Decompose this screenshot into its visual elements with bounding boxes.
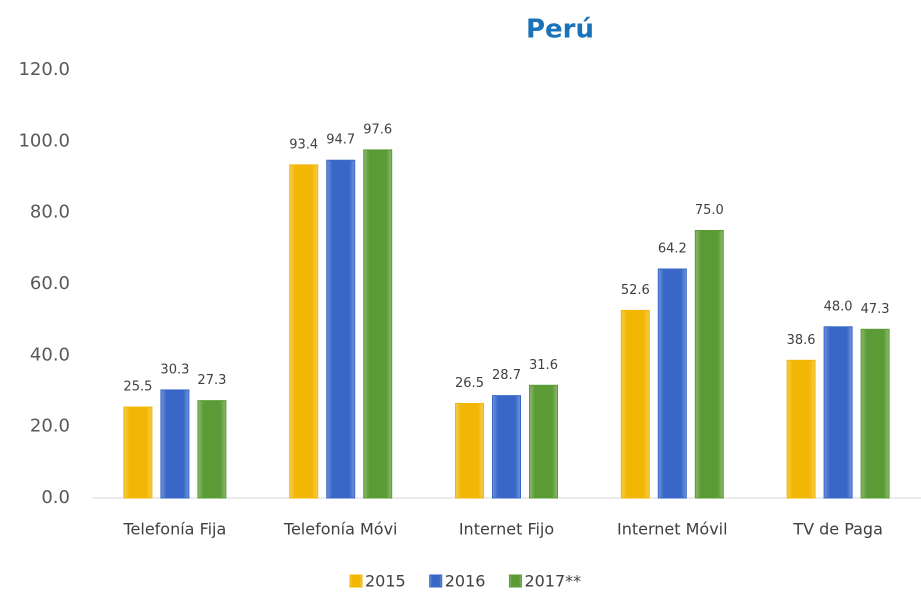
value-label: 26.5 xyxy=(455,376,484,391)
value-label: 27.3 xyxy=(197,373,226,388)
legend-swatch xyxy=(429,574,443,588)
value-label: 94.7 xyxy=(326,133,355,148)
value-label: 38.6 xyxy=(787,333,816,348)
value-label: 25.5 xyxy=(123,380,152,395)
bar xyxy=(823,326,853,499)
value-label: 64.2 xyxy=(658,242,687,257)
y-tick-label: 0.0 xyxy=(41,487,70,508)
x-tick-label: Telefonía Móvi xyxy=(283,520,398,539)
value-label: 30.3 xyxy=(160,362,189,377)
value-label: 52.6 xyxy=(621,283,650,298)
x-tick-label: Telefonía Fija xyxy=(122,520,226,539)
bar xyxy=(860,328,890,499)
bar xyxy=(123,406,153,499)
legend-swatch xyxy=(508,574,522,588)
bar xyxy=(786,359,816,499)
x-tick-label: TV de Paga xyxy=(792,520,883,539)
bar xyxy=(694,230,724,499)
legend-label: 2017** xyxy=(524,572,581,591)
y-tick-label: 20.0 xyxy=(30,416,70,437)
bar xyxy=(160,389,190,499)
y-tick-label: 40.0 xyxy=(30,344,70,365)
bar xyxy=(620,309,650,499)
y-tick-label: 100.0 xyxy=(18,130,70,151)
y-tick-label: 120.0 xyxy=(18,59,70,80)
bar xyxy=(197,400,227,499)
value-label: 75.0 xyxy=(695,203,724,218)
legend-label: 2015 xyxy=(365,572,406,591)
value-label: 97.6 xyxy=(363,122,392,137)
chart-title: Perú xyxy=(526,15,594,45)
x-tick-label: Internet Móvil xyxy=(617,520,728,539)
bar xyxy=(326,159,356,499)
value-label: 31.6 xyxy=(529,358,558,373)
value-label: 93.4 xyxy=(289,137,318,152)
y-tick-label: 80.0 xyxy=(30,202,70,223)
bar xyxy=(363,149,393,499)
legend-label: 2016 xyxy=(445,572,486,591)
bar xyxy=(492,395,521,499)
bar xyxy=(529,384,558,499)
value-label: 28.7 xyxy=(492,368,521,383)
x-tick-label: Internet Fijo xyxy=(459,520,554,539)
y-tick-label: 60.0 xyxy=(30,273,70,294)
bar xyxy=(657,268,687,499)
bar xyxy=(455,402,484,499)
legend-swatch xyxy=(349,574,363,588)
value-label: 48.0 xyxy=(824,299,853,314)
value-label: 47.3 xyxy=(861,302,890,317)
bar xyxy=(289,164,319,499)
